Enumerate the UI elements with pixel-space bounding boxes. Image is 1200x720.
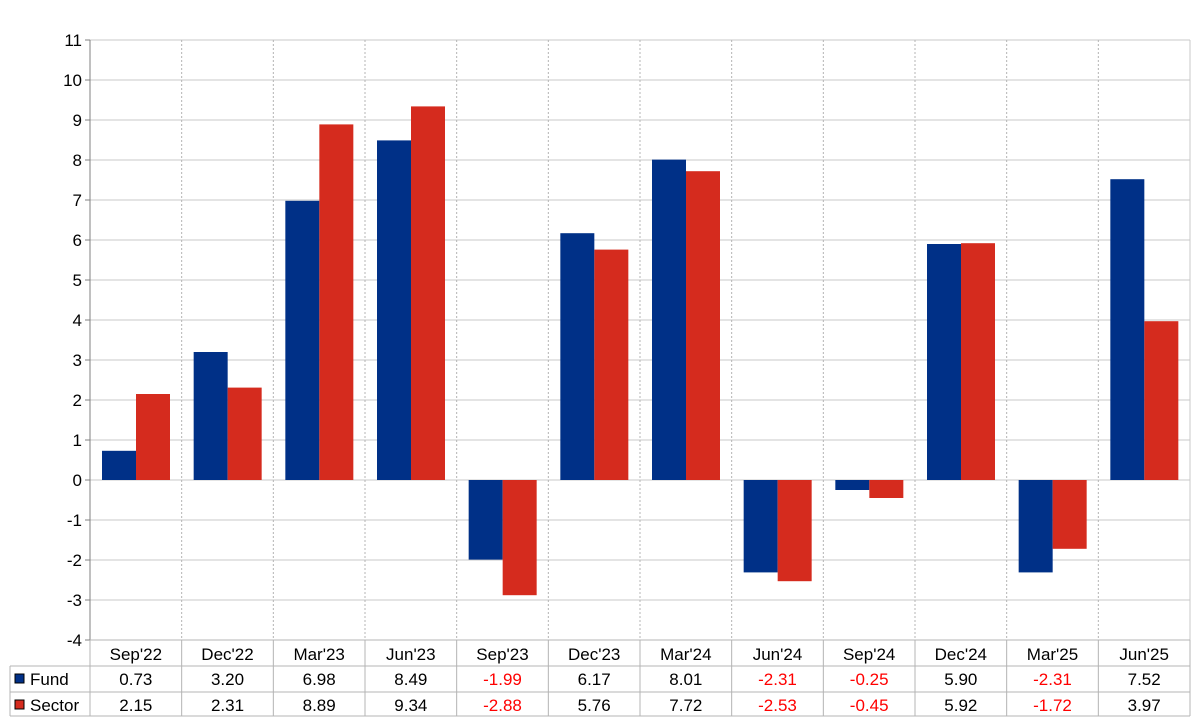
data-label-fund-6: 8.01 (669, 670, 702, 689)
data-label-sector-8: -0.45 (850, 696, 889, 715)
data-label-fund-10: -2.31 (1033, 670, 1072, 689)
data-table: Sep'22 Dec'22 Mar'23 Jun'23 Sep'23 Dec'23 Mar'… (9, 639, 1191, 717)
bar-sector-8 (869, 480, 904, 498)
y-tick-label: -4 (67, 631, 82, 650)
category-label: Dec'23 (568, 645, 620, 664)
data-label-fund-7: -2.31 (758, 670, 797, 689)
y-tick-label: 5 (73, 271, 82, 290)
bar-fund-1 (193, 352, 228, 480)
category-label: Dec'22 (201, 645, 253, 664)
bar-fund-2 (285, 200, 320, 481)
y-tick-label: 6 (73, 231, 82, 250)
data-label-fund-9: 5.90 (944, 670, 977, 689)
bar-fund-10 (1018, 480, 1053, 573)
y-tick-label: 7 (73, 191, 82, 210)
data-label-sector-6: 7.72 (669, 696, 702, 715)
bar-sector-11 (1144, 321, 1179, 480)
y-tick-label: -3 (67, 591, 82, 610)
data-label-sector-3: 9.34 (394, 696, 427, 715)
data-label-sector-7: -2.53 (758, 696, 797, 715)
bar-sector-4 (502, 480, 537, 596)
bar-fund-7 (743, 480, 778, 573)
y-tick-label: -1 (67, 511, 82, 530)
legend-swatch-sector (14, 699, 25, 710)
bar-fund-5 (560, 233, 595, 480)
bar-sector-7 (777, 480, 812, 582)
data-label-fund-1: 3.20 (211, 670, 244, 689)
bar-fund-4 (468, 480, 503, 560)
data-label-sector-10: -1.72 (1033, 696, 1072, 715)
category-label: Mar'25 (1027, 645, 1078, 664)
data-label-sector-1: 2.31 (211, 696, 244, 715)
data-label-sector-9: 5.92 (944, 696, 977, 715)
category-label: Jun'24 (753, 645, 803, 664)
data-label-fund-11: 7.52 (1128, 670, 1161, 689)
category-label: Sep'24 (843, 645, 895, 664)
y-tick-label: 10 (63, 71, 82, 90)
bar-fund-0 (102, 450, 136, 480)
y-tick-label: -2 (67, 551, 82, 570)
category-label: Dec'24 (935, 645, 987, 664)
data-label-fund-3: 8.49 (394, 670, 427, 689)
bar-fund-8 (835, 480, 870, 490)
bar-sector-0 (136, 394, 170, 480)
category-label: Sep'22 (110, 645, 162, 664)
bar-fund-6 (652, 159, 686, 480)
y-tick-label: 8 (73, 151, 82, 170)
category-label: Mar'23 (293, 645, 344, 664)
data-label-fund-4: -1.99 (483, 670, 522, 689)
legend-label-sector: Sector (30, 696, 79, 715)
y-tick-label: 0 (73, 471, 82, 490)
bar-fund-11 (1110, 179, 1145, 480)
y-tick-label: 4 (73, 311, 82, 330)
bar-sector-2 (319, 124, 354, 481)
y-tick-label: 2 (73, 391, 82, 410)
category-label: Sep'23 (476, 645, 528, 664)
y-tick-label: 9 (73, 111, 82, 130)
data-label-fund-8: -0.25 (850, 670, 889, 689)
y-tick-label: 1 (73, 431, 82, 450)
legend-label-fund: Fund (30, 670, 69, 689)
bar-sector-5 (594, 249, 629, 480)
bar-sector-10 (1052, 480, 1087, 549)
bar-sector-9 (961, 243, 995, 480)
gridlines (90, 39, 1191, 641)
data-label-fund-0: 0.73 (119, 670, 152, 689)
bar-fund-3 (377, 140, 411, 480)
bar-fund-9 (927, 244, 961, 480)
bars (102, 106, 1179, 596)
bar-sector-3 (411, 106, 445, 481)
bar-sector-6 (686, 171, 720, 480)
legend-swatch-fund (14, 673, 25, 684)
data-label-fund-2: 6.98 (303, 670, 336, 689)
y-tick-label: 11 (64, 31, 82, 50)
category-label: Jun'23 (386, 645, 436, 664)
data-label-sector-4: -2.88 (483, 696, 522, 715)
data-label-sector-0: 2.15 (119, 696, 152, 715)
category-label: Mar'24 (660, 645, 711, 664)
data-label-sector-5: 5.76 (578, 696, 611, 715)
bar-sector-1 (227, 387, 262, 480)
category-label: Jun'25 (1119, 645, 1169, 664)
data-label-sector-2: 8.89 (303, 696, 336, 715)
data-label-sector-11: 3.97 (1128, 696, 1161, 715)
data-label-fund-5: 6.17 (578, 670, 611, 689)
y-tick-label: 3 (73, 351, 82, 370)
